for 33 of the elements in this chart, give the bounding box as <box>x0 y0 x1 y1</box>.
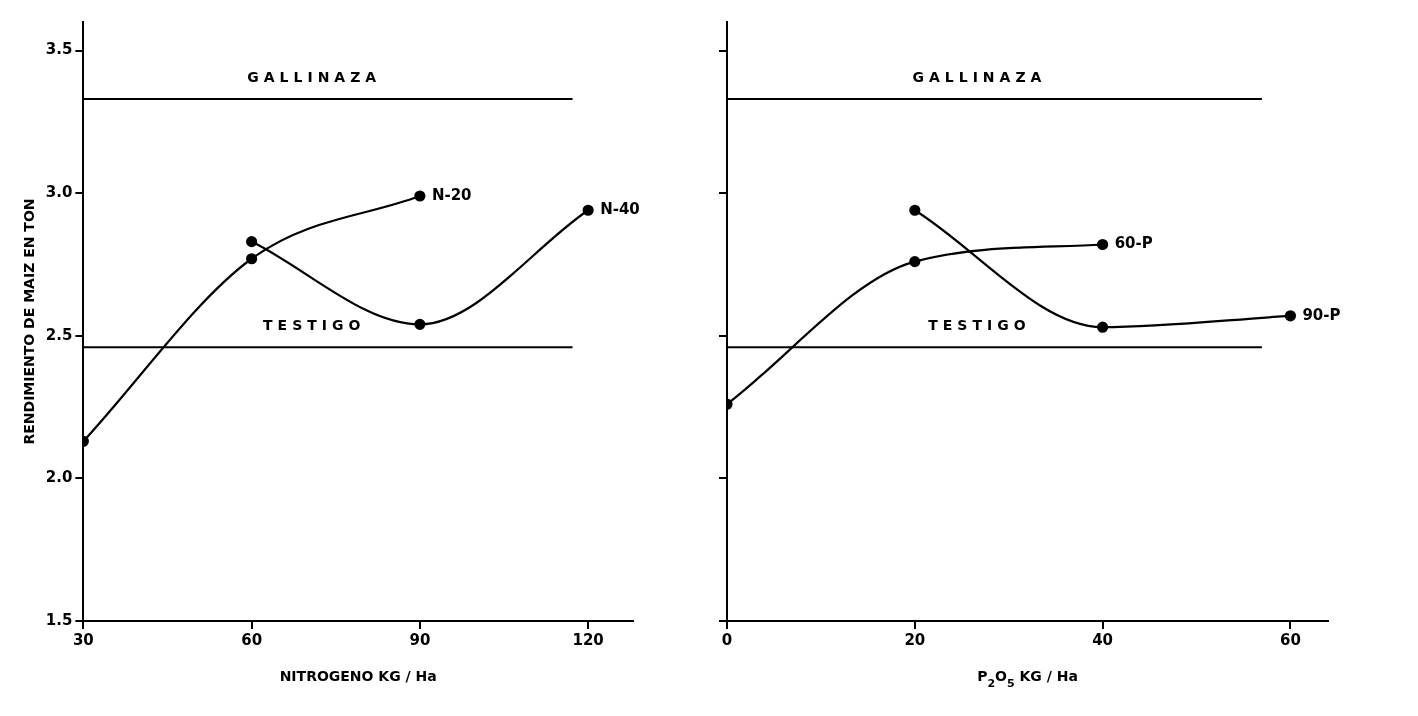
x-tick-label: 40 <box>1092 630 1114 649</box>
ref-line-label: GALLINAZA <box>912 68 1047 85</box>
y-tick-label: 3.0 <box>45 183 73 202</box>
x-tick-label: 20 <box>904 630 926 649</box>
ref-line-label: TESTIGO <box>263 316 366 333</box>
point <box>582 204 594 216</box>
x-tick-label: 0 <box>721 630 733 649</box>
x-tick-label: 90 <box>409 630 431 649</box>
series-label: N-40 <box>600 200 640 219</box>
series-label: 60-P <box>1114 234 1153 253</box>
point <box>246 253 258 265</box>
y-tick-label: 2.5 <box>45 325 73 344</box>
point <box>909 204 921 216</box>
series-label: 90-P <box>1302 305 1341 324</box>
y-tick-label: 2.0 <box>45 468 73 487</box>
x-tick-label: 60 <box>1280 630 1301 649</box>
y-tick-label: 3.5 <box>45 40 73 59</box>
ref-line-label: GALLINAZA <box>247 68 382 85</box>
point <box>414 190 426 202</box>
point <box>909 256 921 268</box>
ref-line-label: TESTIGO <box>928 316 1031 333</box>
x-tick-label: 60 <box>241 630 263 649</box>
point <box>1284 310 1297 322</box>
x-tick-label: 120 <box>572 630 604 649</box>
series-label: N-20 <box>431 185 472 204</box>
y-axis-title: RENDIMIENTO DE MAIZ EN TON <box>21 198 38 445</box>
point <box>414 318 426 330</box>
x-tick-label: 30 <box>72 630 94 649</box>
point <box>246 236 258 248</box>
x-axis-title: NITROGENO KG / Ha <box>279 668 437 684</box>
point <box>1097 321 1109 333</box>
y-tick-label: 1.5 <box>45 610 73 629</box>
point <box>1097 238 1109 251</box>
